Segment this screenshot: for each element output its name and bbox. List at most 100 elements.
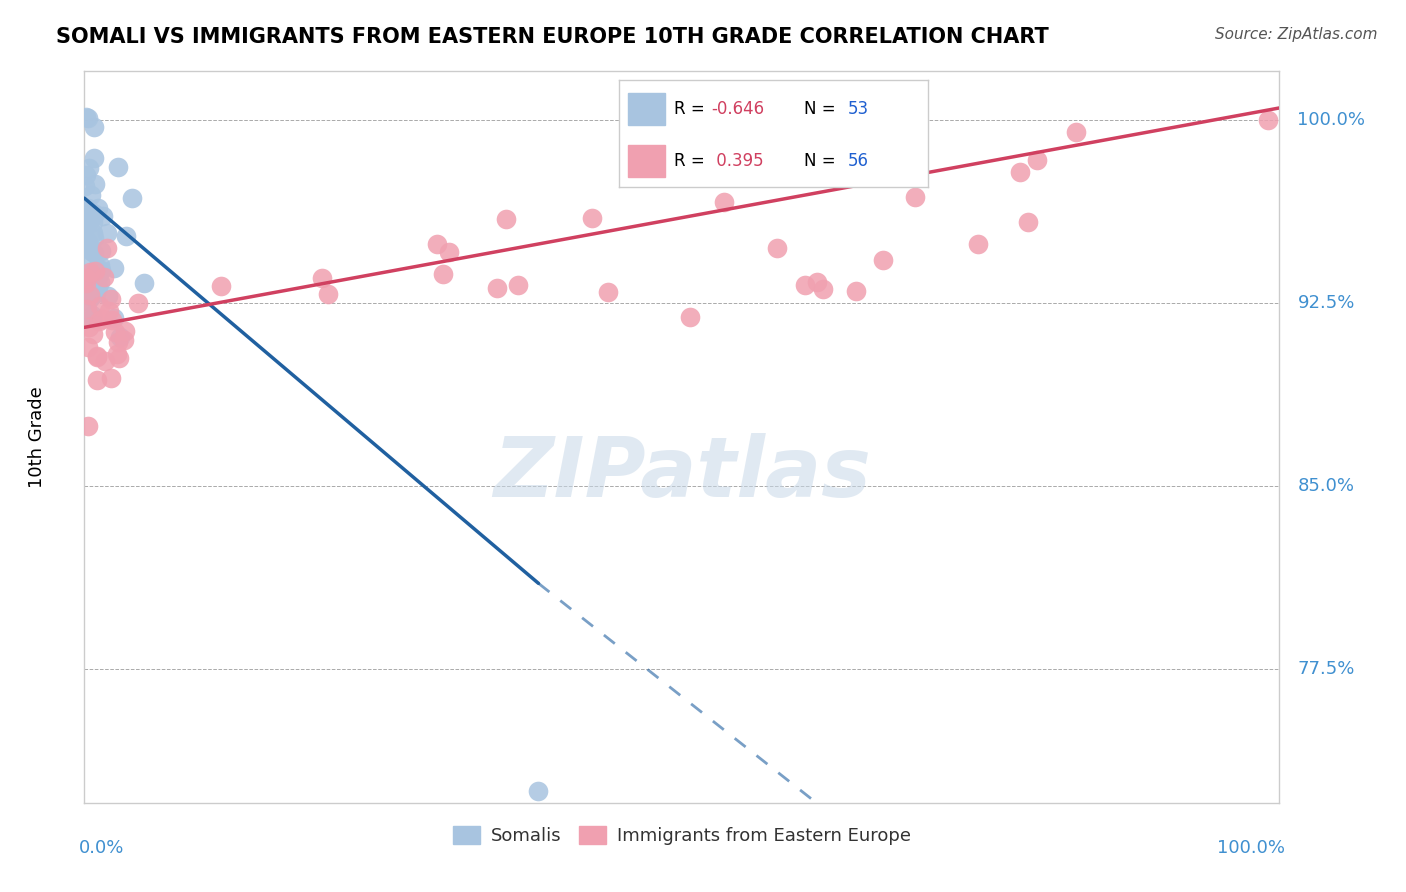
Point (713, 195, 735, 210)
Point (89, 258, 111, 272)
Point (80, 244, 103, 259)
Text: R =: R = (675, 152, 710, 169)
Text: 77.5%: 77.5% (1298, 660, 1355, 678)
Point (76, 301, 98, 316)
Point (76, 110, 98, 124)
Point (121, 191, 143, 205)
Point (91, 209, 114, 223)
Point (872, 253, 894, 268)
Point (79, 207, 101, 221)
Point (811, 282, 834, 296)
Text: 10th Grade: 10th Grade (28, 386, 45, 488)
Point (107, 334, 129, 349)
Point (114, 324, 136, 338)
Point (104, 325, 127, 339)
Point (75, 238, 97, 252)
Point (77, 161, 100, 175)
Point (86, 261, 108, 276)
Point (98, 304, 121, 318)
Legend: Somalis, Immigrants from Eastern Europe: Somalis, Immigrants from Eastern Europe (446, 819, 918, 852)
Point (82, 226, 104, 240)
Point (581, 211, 603, 225)
Point (77, 294, 100, 309)
Point (86, 350, 108, 364)
Point (100, 313, 122, 327)
Text: R =: R = (675, 100, 710, 118)
Point (80, 308, 103, 322)
Point (83, 120, 105, 135)
Point (1066, 125, 1088, 139)
Point (84, 177, 107, 191)
Point (97, 289, 120, 303)
Point (127, 296, 149, 310)
Point (86, 373, 108, 387)
Point (316, 286, 339, 301)
Point (439, 244, 461, 259)
Point (100, 371, 122, 385)
Point (112, 333, 135, 347)
Point (84, 206, 107, 220)
Point (1025, 153, 1047, 167)
Point (132, 276, 156, 290)
Point (82, 327, 104, 342)
Point (806, 275, 828, 289)
Point (432, 268, 454, 282)
Text: N =: N = (804, 100, 841, 118)
Point (506, 277, 529, 292)
Point (79, 288, 101, 302)
Point (209, 278, 232, 293)
Point (80, 275, 103, 289)
Text: 85.0%: 85.0% (1298, 477, 1354, 495)
Point (86, 286, 108, 301)
Point (89, 314, 111, 328)
Point (485, 280, 508, 294)
Point (75, 231, 97, 245)
Text: 56: 56 (848, 152, 869, 169)
Point (79, 213, 101, 227)
Point (90, 244, 112, 258)
Text: 0.395: 0.395 (711, 152, 763, 169)
Text: 100.0%: 100.0% (1218, 839, 1285, 857)
Point (75, 254, 97, 268)
Point (76, 111, 98, 125)
Point (76, 235, 98, 250)
Point (76, 240, 98, 254)
Point (766, 241, 789, 255)
Point (110, 330, 132, 344)
Point (103, 261, 125, 276)
Bar (628, 93, 665, 125)
Text: 0.0%: 0.0% (79, 839, 124, 857)
Point (596, 285, 619, 300)
Text: N =: N = (804, 152, 841, 169)
Point (426, 237, 449, 252)
Point (73, 204, 96, 219)
Point (73, 178, 96, 193)
Point (96, 226, 118, 240)
Text: SOMALI VS IMMIGRANTS FROM EASTERN EUROPE 10TH GRADE CORRELATION CHART: SOMALI VS IMMIGRANTS FROM EASTERN EUROPE… (56, 27, 1049, 46)
Point (105, 347, 128, 361)
Point (100, 292, 122, 306)
Point (91, 312, 114, 326)
Point (77, 340, 100, 354)
Point (96, 241, 118, 255)
Point (115, 229, 138, 244)
Point (75, 276, 97, 290)
Point (83, 151, 105, 165)
Text: 53: 53 (848, 100, 869, 118)
Point (86, 201, 108, 215)
Point (82, 215, 104, 229)
Point (89, 275, 111, 289)
Point (87, 270, 110, 285)
Point (83, 245, 105, 260)
Point (83, 230, 105, 244)
Point (90, 263, 112, 277)
Text: 100.0%: 100.0% (1298, 112, 1365, 129)
Point (75, 168, 97, 182)
Text: ZIPatlas: ZIPatlas (494, 434, 870, 514)
Point (89, 299, 111, 313)
Point (79, 265, 101, 279)
Point (87, 280, 110, 294)
Point (103, 311, 125, 326)
Point (77, 319, 100, 334)
Point (1017, 215, 1039, 229)
